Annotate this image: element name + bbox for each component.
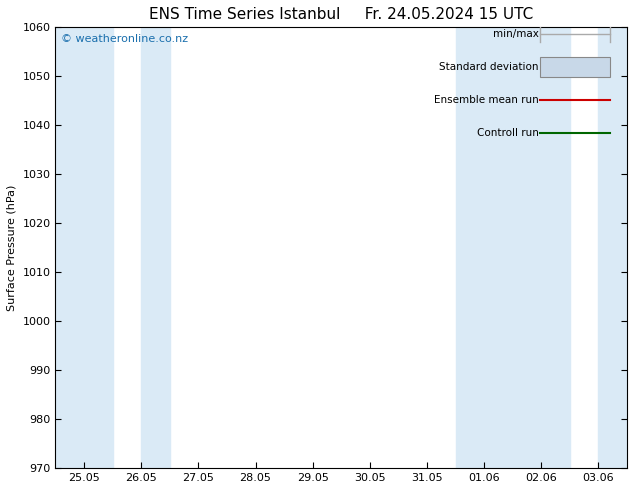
- Text: min/max: min/max: [493, 29, 538, 39]
- Bar: [56, 27, 113, 468]
- Bar: [598, 27, 627, 468]
- Bar: [540, 57, 610, 77]
- Text: Ensemble mean run: Ensemble mean run: [434, 95, 538, 105]
- Text: Standard deviation: Standard deviation: [439, 62, 538, 72]
- Bar: [141, 27, 170, 468]
- Text: © weatheronline.co.nz: © weatheronline.co.nz: [61, 34, 188, 44]
- Bar: [456, 27, 513, 468]
- Title: ENS Time Series Istanbul     Fr. 24.05.2024 15 UTC: ENS Time Series Istanbul Fr. 24.05.2024 …: [149, 7, 533, 22]
- Text: Controll run: Controll run: [477, 128, 538, 138]
- Bar: [513, 27, 570, 468]
- Y-axis label: Surface Pressure (hPa): Surface Pressure (hPa): [7, 185, 17, 311]
